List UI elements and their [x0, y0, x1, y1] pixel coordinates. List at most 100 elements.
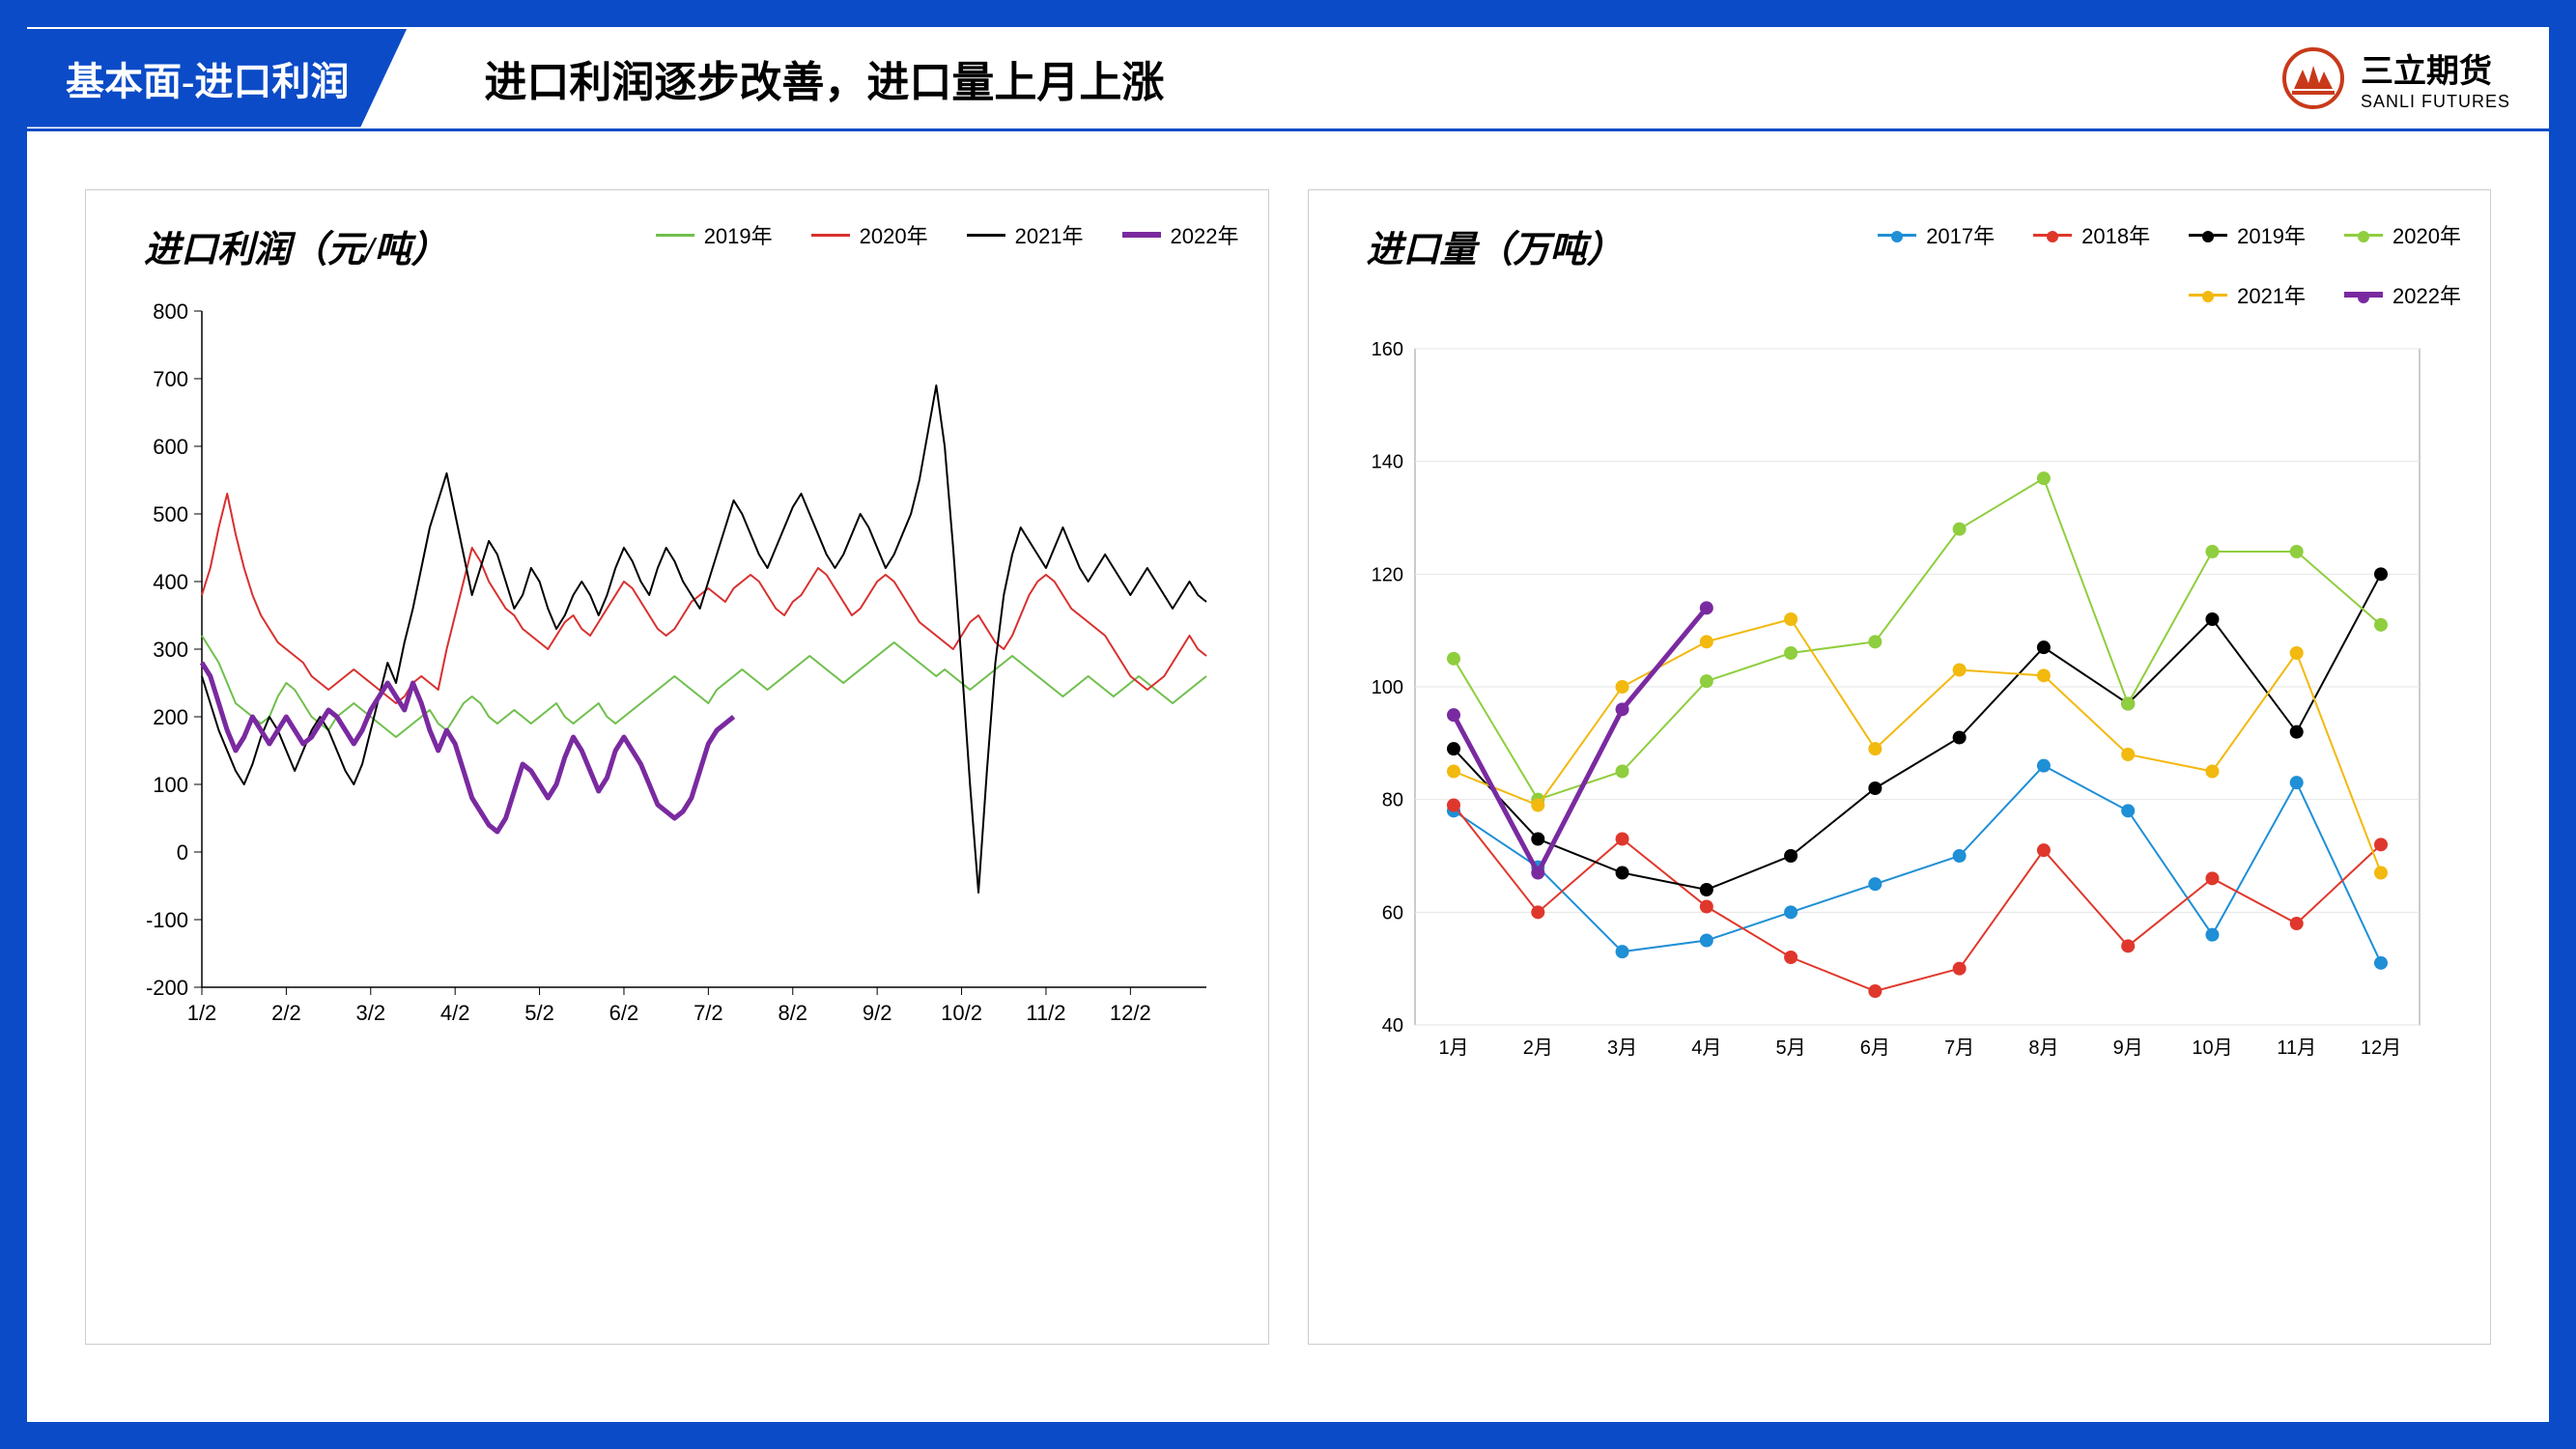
legend-item: 2022年 — [1122, 219, 1239, 250]
svg-text:80: 80 — [1381, 790, 1402, 811]
series-2019年 — [202, 636, 1206, 737]
marker — [2036, 843, 2050, 857]
svg-text:6/2: 6/2 — [609, 1001, 639, 1025]
svg-text:800: 800 — [153, 299, 188, 324]
marker — [2205, 765, 2219, 779]
legend-label: 2019年 — [704, 219, 773, 250]
marker — [1615, 702, 1628, 716]
legend-item: 2017年 — [1878, 219, 1995, 250]
svg-text:7/2: 7/2 — [694, 1001, 723, 1025]
marker — [1952, 731, 1966, 745]
chart2-title: 进口量（万吨） — [1367, 219, 1624, 272]
marker — [1784, 951, 1798, 964]
series-2022年 — [1454, 608, 1707, 872]
marker — [1531, 867, 1544, 880]
legend-label: 2020年 — [2392, 219, 2461, 250]
svg-text:160: 160 — [1371, 339, 1402, 360]
marker — [1699, 934, 1713, 948]
legend-swatch — [656, 234, 694, 237]
marker — [1868, 742, 1882, 755]
svg-text:8/2: 8/2 — [778, 1001, 807, 1025]
legend-item: 2020年 — [2344, 219, 2461, 250]
marker — [1615, 833, 1628, 846]
legend-swatch — [1122, 232, 1161, 238]
chart2-legend: 2017年2018年2019年2020年2021年2022年 — [1804, 219, 2461, 310]
chart1-title: 进口利润（元/吨） — [144, 219, 448, 272]
page-title: 进口利润逐步改善，进口量上月上涨 — [445, 47, 2281, 109]
svg-text:200: 200 — [153, 705, 188, 729]
marker — [1615, 765, 1628, 779]
marker — [2205, 612, 2219, 626]
svg-text:4/2: 4/2 — [440, 1001, 470, 1025]
legend-label: 2020年 — [860, 219, 928, 250]
marker — [2036, 759, 2050, 773]
svg-text:6月: 6月 — [1859, 1037, 1889, 1059]
series-2020年 — [1454, 478, 2381, 800]
marker — [1531, 799, 1544, 812]
marker — [1615, 680, 1628, 694]
series-2018年 — [1454, 806, 2381, 992]
svg-text:5/2: 5/2 — [524, 1001, 554, 1025]
marker — [2036, 471, 2050, 485]
marker — [2289, 545, 2303, 558]
marker — [2374, 567, 2388, 581]
legend-label: 2019年 — [2237, 219, 2306, 250]
marker — [2289, 646, 2303, 660]
marker — [1868, 984, 1882, 998]
svg-text:7月: 7月 — [1944, 1037, 1974, 1059]
svg-text:500: 500 — [153, 502, 188, 526]
marker — [2289, 917, 2303, 930]
marker — [2121, 697, 2135, 711]
svg-text:100: 100 — [1371, 677, 1402, 698]
svg-text:140: 140 — [1371, 452, 1402, 473]
svg-text:-200: -200 — [146, 976, 188, 1000]
svg-text:-100: -100 — [146, 908, 188, 932]
legend-label: 2021年 — [1015, 219, 1084, 250]
svg-text:11/2: 11/2 — [1026, 1001, 1065, 1025]
svg-text:1/2: 1/2 — [187, 1001, 217, 1025]
page: 基本面-进口利润 进口利润逐步改善，进口量上月上涨 三立期货 SANLI FUT… — [27, 27, 2549, 1422]
svg-text:10月: 10月 — [2192, 1037, 2232, 1059]
chart2-svg: 4060801001201401601月2月3月4月5月6月7月8月9月10月1… — [1338, 329, 2449, 1083]
svg-text:8月: 8月 — [2028, 1037, 2058, 1059]
svg-text:300: 300 — [153, 638, 188, 662]
marker — [1699, 635, 1713, 648]
marker — [1784, 612, 1798, 626]
legend-swatch — [967, 234, 1005, 237]
marker — [1447, 799, 1460, 812]
marker — [2121, 939, 2135, 952]
legend-item: 2022年 — [2344, 279, 2461, 310]
series-2020年 — [202, 494, 1206, 703]
legend-label: 2017年 — [1926, 219, 1995, 250]
chart1-header: 进口利润（元/吨） 2019年 2020年 2021年 2022年 — [115, 219, 1239, 272]
series-2021年 — [202, 385, 1206, 893]
marker — [2205, 871, 2219, 885]
marker — [1952, 523, 1966, 536]
legend-item: 2019年 — [656, 219, 773, 250]
marker — [2289, 776, 2303, 789]
legend-item: 2020年 — [811, 219, 928, 250]
chart2-header: 进口量（万吨） 2017年2018年2019年2020年2021年2022年 — [1338, 219, 2462, 310]
svg-text:12/2: 12/2 — [1110, 1001, 1151, 1025]
marker — [1531, 833, 1544, 846]
legend-swatch — [2189, 234, 2227, 237]
svg-text:3/2: 3/2 — [355, 1001, 385, 1025]
marker — [2036, 640, 2050, 654]
legend-item: 2018年 — [2033, 219, 2150, 250]
legend-swatch — [2033, 234, 2072, 237]
svg-text:60: 60 — [1381, 902, 1402, 923]
marker — [1784, 646, 1798, 660]
svg-text:9/2: 9/2 — [863, 1001, 892, 1025]
logo-text: 三立期货 SANLI FUTURES — [2361, 44, 2510, 112]
marker — [1615, 867, 1628, 880]
svg-text:400: 400 — [153, 570, 188, 594]
svg-text:12月: 12月 — [2360, 1037, 2400, 1059]
marker — [1531, 905, 1544, 919]
marker — [2289, 725, 2303, 739]
legend-swatch — [811, 234, 850, 237]
marker — [1447, 765, 1460, 779]
charts-row: 进口利润（元/吨） 2019年2020年2021年2022年 -200-1000… — [27, 131, 2549, 1422]
logo: 三立期货 SANLI FUTURES — [2281, 44, 2549, 112]
marker — [1699, 883, 1713, 896]
svg-text:120: 120 — [1371, 564, 1402, 585]
